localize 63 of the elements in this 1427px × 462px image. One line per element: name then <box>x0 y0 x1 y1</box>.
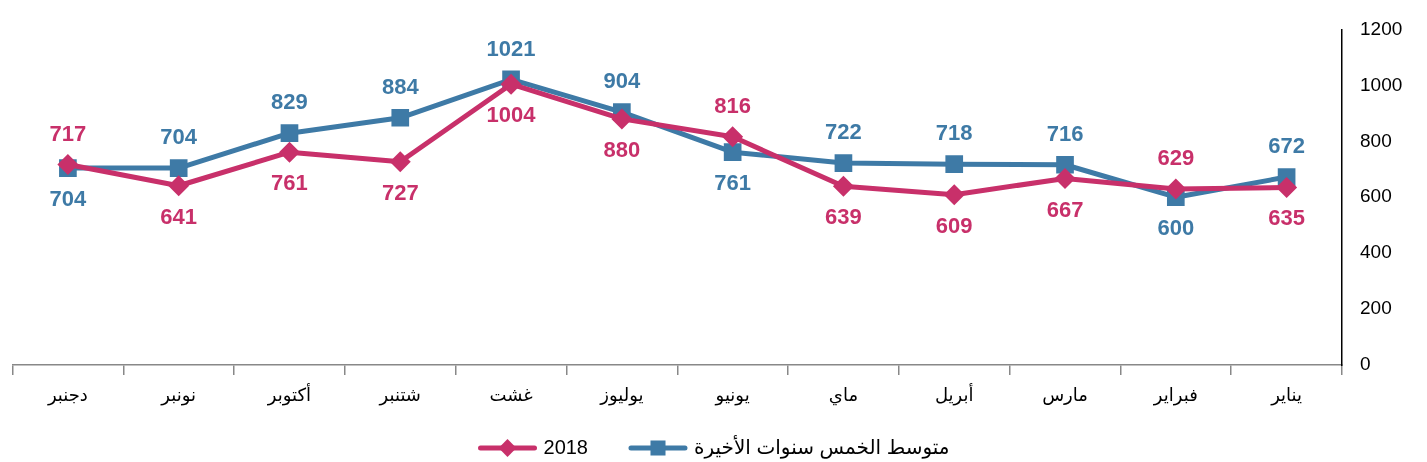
data-label: 717 <box>49 120 87 146</box>
y-tick-label: 1200 <box>1360 17 1403 39</box>
x-tick-label: أكتوبر <box>266 382 312 406</box>
data-label: 722 <box>825 119 862 145</box>
point <box>389 151 411 173</box>
x-tick-label: غشت <box>489 384 533 405</box>
x-tick-label: دجنبر <box>46 384 88 406</box>
point <box>1165 178 1187 200</box>
point <box>57 153 79 175</box>
x-tick-label: مارس <box>1042 384 1088 405</box>
data-label: 1021 <box>486 35 536 61</box>
data-label: 635 <box>1268 205 1305 231</box>
point <box>722 126 744 148</box>
data-label: 639 <box>825 204 862 230</box>
data-label: 672 <box>1268 133 1305 159</box>
y-tick-label: 1000 <box>1360 73 1403 95</box>
data-label: 718 <box>935 120 973 146</box>
x-tick-label: شتنبر <box>378 384 421 406</box>
data-label: 629 <box>1157 145 1195 171</box>
y-tick-label: 200 <box>1360 297 1392 319</box>
data-label: 716 <box>1046 120 1084 146</box>
data-label: 727 <box>381 179 419 205</box>
point <box>169 159 188 177</box>
x-tick-label: ماي <box>828 384 859 406</box>
data-label: 704 <box>49 186 88 212</box>
data-label: 829 <box>271 89 308 115</box>
data-label: 761 <box>714 170 752 196</box>
data-label: 704 <box>160 124 198 150</box>
y-tick-label: 600 <box>1360 185 1392 207</box>
y-tick-label: 800 <box>1360 129 1392 151</box>
point <box>391 108 410 127</box>
x-tick-label: يونيو <box>714 384 750 406</box>
x-tick-label: أبريل <box>934 382 974 406</box>
point <box>500 73 522 95</box>
point <box>945 155 964 174</box>
data-label: 884 <box>381 73 420 99</box>
legend-label: متوسط الخمس سنوات الأخيرة <box>694 434 950 459</box>
point <box>943 184 965 206</box>
x-tick-label: يوليوز <box>599 384 644 406</box>
point <box>168 175 190 197</box>
point <box>723 143 742 162</box>
data-label: 761 <box>271 170 308 196</box>
data-label: 816 <box>714 92 752 118</box>
y-tick-label: 400 <box>1360 241 1392 263</box>
legend-label: 2018 <box>543 435 588 458</box>
x-tick-label: يناير <box>1270 384 1303 406</box>
x-tick-label: نونبر <box>160 384 197 406</box>
data-label: 667 <box>1046 196 1084 222</box>
point <box>834 154 853 172</box>
point <box>611 108 633 130</box>
data-label: 641 <box>160 203 198 229</box>
data-label: 880 <box>603 136 641 162</box>
point <box>280 124 299 142</box>
data-label: 904 <box>603 68 641 94</box>
data-label: 609 <box>935 212 973 238</box>
point <box>832 175 854 197</box>
point <box>1276 176 1298 198</box>
data-label: 1004 <box>486 102 537 128</box>
point <box>1054 167 1076 189</box>
y-tick-label: 0 <box>1360 353 1371 375</box>
point <box>278 141 300 163</box>
x-tick-label: فبراير <box>1152 384 1198 406</box>
data-label: 600 <box>1157 215 1195 241</box>
